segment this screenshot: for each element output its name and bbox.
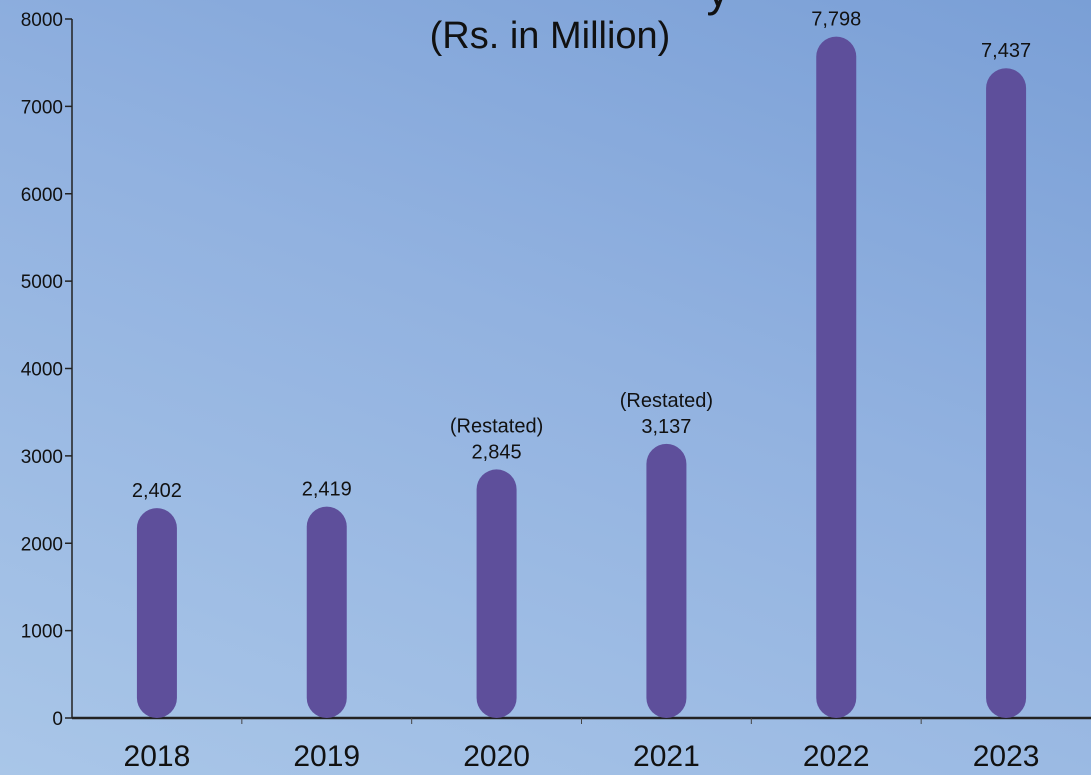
y-tick-label: 7000 [21,97,63,118]
y-tick-label: 5000 [21,272,63,293]
x-tick-label: 2022 [803,740,870,773]
y-tick-label: 0 [52,709,63,730]
x-tick-label: 2019 [293,740,360,773]
bar [136,508,177,718]
data-label: 7,437 [981,40,1031,62]
data-label-note: (Restated) [620,390,713,412]
y-tick-label: 4000 [21,360,63,381]
x-axis: 2018 2019 2020 2021 2022 2023 [72,716,1091,773]
y-tick-label: 1000 [21,622,63,643]
data-label: 3,137 [641,416,691,438]
bars [136,36,1027,718]
x-tick-label: 2021 [633,740,700,773]
bar [476,469,517,718]
data-label-note: (Restated) [450,415,543,437]
bar [816,36,857,718]
y-tick-label: 2000 [21,534,63,555]
y-tick-label: 3000 [21,447,63,468]
y-axis: 0 1000 2000 3000 4000 5000 6000 7000 8000 [21,10,73,730]
bar [646,443,687,718]
data-label: 2,419 [302,479,352,501]
data-label: 2,845 [472,441,522,463]
chart-title-partial: y [707,0,730,16]
value-labels: 2,402 2,419 2,845 (Restated) 3,137 (Restated)… [132,9,1031,502]
data-label: 2,402 [132,480,182,502]
bar [986,68,1027,718]
y-tick-label: 6000 [21,185,63,206]
y-tick-label: 8000 [21,10,63,31]
chart-subtitle: (Rs. in Million) [430,15,671,57]
bar [306,506,347,718]
x-tick-label: 2023 [973,740,1040,773]
x-tick-label: 2018 [124,740,191,773]
x-tick-label: 2020 [463,740,530,773]
data-label: 7,798 [811,9,861,31]
